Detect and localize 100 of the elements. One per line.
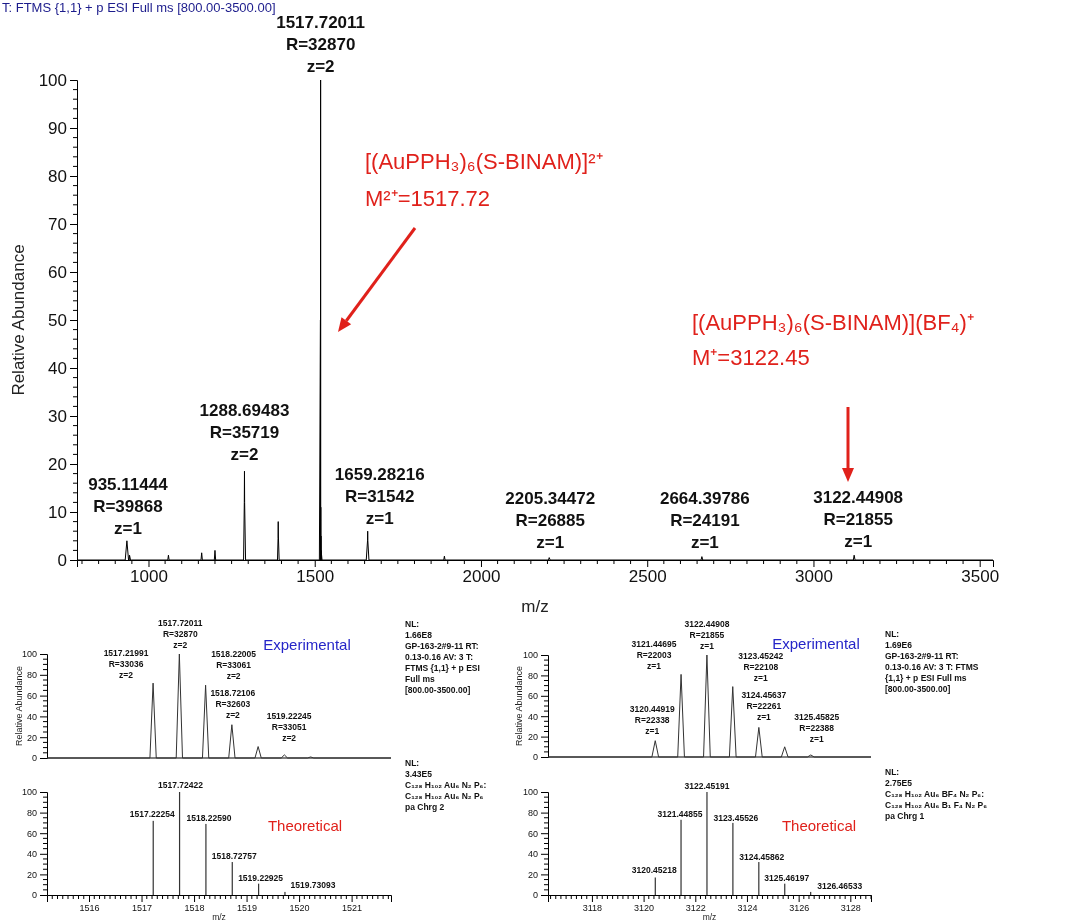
y-tick-label: 80 (527, 807, 538, 818)
y-tick-label: 0 (31, 753, 37, 764)
x-tick-label: 3500 (961, 567, 1000, 587)
x-tick-label: 1518 (184, 903, 205, 914)
x-tick-label: 3120 (634, 903, 655, 914)
line-series (547, 654, 872, 758)
y-tick-label: 60 (527, 828, 538, 839)
x-axis-title: m/z (702, 912, 717, 922)
y-tick-label: 80 (48, 166, 67, 186)
annotation: [(AuPPH₃)₆(S-BINAM)](BF₄)⁺ M⁺=3122.45 (692, 310, 974, 370)
x-tick-label: 1516 (79, 903, 100, 914)
text: NL: 2.75E5 C₁₂₈ H₁₀₂ Au₆ BF₄ N₂ P₆: C₁₂₈ H₁₀₂ Au₆ B₁ F₄ N₂ P₆ pa Chrg 1 (885, 767, 988, 821)
y-tick-label: 70 (48, 214, 67, 234)
annotation: 3123.45242 R=22108 z=1 (738, 650, 784, 683)
y-tick-label: 0 (532, 890, 538, 901)
text: Theoretical (267, 817, 343, 834)
y-tick-label: 20 (527, 731, 538, 742)
text: Theoretical (781, 817, 857, 834)
y-tick-label: 100 (38, 70, 67, 90)
text: NL: 1.66E8 GP-163-2#9-11 RT: 0.13-0.16 AV: 3 T: FTMS {1,1} + p ESI Full ms [800.00-3500.00] (405, 619, 480, 695)
y-axis-title: Relative Abundance (514, 665, 524, 747)
y-tick-label: 30 (48, 406, 67, 426)
y-tick-label: 100 (21, 649, 37, 660)
y-tick-label: 100 (522, 650, 538, 661)
annotation: 3124.45862 (739, 852, 785, 863)
x-tick-label: 1521 (342, 903, 363, 914)
x-tick-label: 3124 (737, 903, 758, 914)
y-axis-title: Relative Abundance (9, 244, 28, 396)
y-tick-label: 10 (48, 502, 67, 522)
y-tick-label: 50 (48, 310, 67, 330)
x-axis-title: m/z (521, 597, 549, 616)
y-tick-label: 40 (527, 711, 538, 722)
text: NL: 1.69E6 GP-163-2#9-11 RT: 0.13-0.16 AV: 3 T: FTMS {1,1} + p ESI Full ms [800.00-3500.00] (885, 629, 979, 694)
annotation: 1518.22005 R=33061 z=2 (211, 649, 257, 682)
y-tick-label: 100 (522, 787, 538, 798)
x-tick-label: 3118 (582, 903, 603, 914)
y-tick-label: 0 (31, 890, 37, 901)
annotation: 935.11444 R=39868 z=1 (88, 474, 169, 538)
annotation: 3120.44919 R=22338 z=1 (629, 703, 675, 736)
y-tick-label: 20 (26, 732, 37, 743)
x-tick-label: 3126 (789, 903, 810, 914)
y-tick-label: 80 (26, 807, 37, 818)
annotation: 1517.72422 (158, 780, 204, 790)
x-tick-label: 3128 (840, 903, 861, 914)
x-tick-label: 2500 (628, 567, 667, 587)
annotation: 3122.44908 R=21855 z=1 (684, 619, 730, 651)
x-tick-label: 1000 (130, 567, 168, 587)
annotation: 1659.28216 R=31542 z=1 (334, 465, 425, 529)
y-tick-label: 60 (527, 691, 538, 702)
annotation: 3122.45191 (684, 781, 730, 791)
y-tick-label: 40 (48, 358, 67, 378)
y-tick-label: 40 (527, 849, 538, 860)
y-tick-label: 60 (26, 828, 37, 839)
x-tick-label: 1500 (296, 567, 335, 587)
annotation: 1517.22254 (129, 808, 175, 819)
annotation: 1517.72011 R=32870 z=2 (158, 618, 203, 650)
y-tick-label: 20 (26, 869, 37, 880)
x-tick-label: 3000 (795, 567, 833, 587)
chart-title: Experimental (772, 635, 860, 652)
x-tick-label: 2000 (462, 567, 501, 587)
y-tick-label: 80 (527, 670, 538, 681)
annotation: 1518.22590 (186, 812, 232, 823)
annotation: 3122.44908 R=21855 z=1 (813, 488, 904, 552)
annotation: 3121.44855 (657, 808, 703, 819)
annotation: [(AuPPH₃)₆(S-BINAM)]²⁺ M²⁺=1517.72 (365, 149, 603, 211)
x-tick-label: 3122 (685, 903, 706, 914)
annotation: 3124.45637 R=22261 z=1 (741, 690, 787, 723)
y-tick-label: 60 (26, 690, 37, 701)
x-axis-title: m/z (212, 912, 226, 922)
x-tick-label: 1520 (289, 903, 310, 914)
x-tick-label: 1517 (132, 903, 153, 914)
y-axis-title: Relative Abundance (14, 665, 24, 747)
annotation: 1518.72757 (211, 851, 257, 862)
annotation: 1517.72011 R=32870 z=2 (276, 13, 366, 76)
annotation: 1518.72106 R=32603 z=2 (210, 687, 256, 720)
annotation: 3125.45825 R=22388 z=1 (794, 711, 840, 744)
annotation: 1519.22925 (238, 872, 284, 883)
annotation: 3125.46197 (764, 872, 810, 883)
chart-title: Experimental (263, 636, 351, 653)
annotation: 3120.45218 (631, 865, 678, 876)
y-tick-label: 0 (532, 752, 538, 763)
text: NL: 3.43E5 C₁₂₈ H₁₀₂ Au₆ N₂ P₆: C₁₂₈ H₁₀₂ Au₆ N₂ P₆ pa Chrg 2 (405, 758, 487, 812)
annotation: 2205.34472 R=26885 z=1 (505, 488, 596, 552)
annotation: 3121.44695 R=22003 z=1 (631, 639, 677, 672)
chart-title: T: FTMS {1,1} + p ESI Full ms [800.00-3500.00] (2, 0, 276, 15)
annotation: 1519.73093 (290, 879, 336, 890)
y-tick-label: 60 (48, 262, 67, 282)
y-tick-label: 40 (26, 849, 37, 860)
annotation: 3126.46533 (817, 880, 863, 891)
annotation: 3123.45526 (713, 812, 759, 823)
y-tick-label: 0 (57, 550, 67, 570)
annotation: 1288.69483 R=35719 z=2 (199, 401, 290, 465)
annotation: 1517.21991 R=33036 z=2 (103, 648, 149, 681)
y-tick-label: 100 (21, 787, 37, 798)
annotation: 1519.22245 R=33051 z=2 (266, 710, 312, 743)
y-tick-label: 90 (48, 118, 67, 138)
y-tick-label: 20 (527, 869, 538, 880)
annotation: 2664.39786 R=24191 z=1 (659, 488, 750, 552)
y-tick-label: 40 (26, 711, 37, 722)
y-tick-label: 80 (26, 670, 37, 681)
